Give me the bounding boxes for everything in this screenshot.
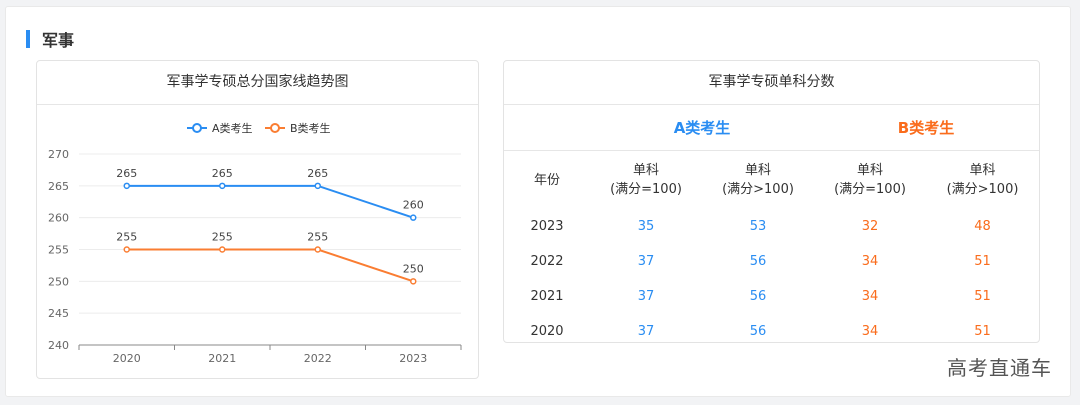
- cell-b-gt100: 51: [974, 289, 991, 304]
- x-tick-label: 2022: [304, 352, 332, 365]
- y-tick-label: 265: [48, 180, 69, 193]
- cell-year: 2023: [530, 219, 564, 234]
- table-card-title: 军事学专硕单科分数: [504, 61, 1039, 105]
- cell-year: 2021: [530, 289, 564, 304]
- cell-b-eq100: 32: [861, 219, 879, 234]
- single-subject-score-card: 军事学专硕单科分数 A类考生 B类考生 年份 单科 (满分=100) 单科 (满分>…: [503, 60, 1040, 343]
- cell-b-gt100: 48: [974, 219, 991, 234]
- legend-item[interactable]: A类考生: [187, 121, 253, 135]
- cell-a-eq100: 37: [637, 289, 655, 304]
- data-point: [410, 214, 417, 221]
- table-row: 2022 37 56 34 51: [504, 244, 1039, 279]
- series-line: [126, 184, 414, 219]
- y-axis: 270 265 260 255 250 245 240: [48, 148, 69, 352]
- data-point: [219, 246, 226, 253]
- series-group: 255 255 255 250: [116, 231, 424, 285]
- chart-legend[interactable]: A类考生 B类考生: [187, 121, 331, 135]
- table-row: 2021 37 56 34 51: [504, 279, 1039, 314]
- cell-b-eq100: 34: [861, 254, 879, 269]
- trend-chart-card: 军事学专硕总分国家线趋势图 A类考生 B类考生 270 265 260 255 250 24…: [36, 60, 479, 379]
- y-tick-label: 255: [48, 244, 69, 257]
- x-tick-label: 2021: [208, 352, 236, 365]
- chart-card-title: 军事学专硕总分国家线趋势图: [37, 61, 478, 105]
- y-tick-label: 245: [48, 307, 69, 320]
- cell-a-gt100: 56: [749, 254, 767, 269]
- data-point: [314, 182, 321, 190]
- data-label: 255: [307, 231, 328, 244]
- cell-b-gt100: 51: [974, 254, 991, 269]
- data-label: 265: [116, 167, 137, 180]
- y-tick-label: 240: [48, 339, 69, 352]
- section-header: 军事: [26, 27, 74, 51]
- header-a-gt100: 单科 (满分>100): [722, 163, 794, 197]
- data-label: 265: [212, 167, 233, 180]
- cell-b-eq100: 34: [861, 289, 879, 304]
- cell-a-eq100: 35: [637, 219, 655, 234]
- data-point: [123, 246, 130, 253]
- cell-b-gt100: 51: [974, 324, 991, 339]
- table-row: 2023 35 53 32 48: [504, 209, 1039, 244]
- x-tick-label: 2023: [399, 352, 427, 365]
- cell-year: 2020: [530, 324, 564, 339]
- y-tick-label: 270: [48, 148, 69, 161]
- header-a-eq100: 单科 (满分=100): [610, 163, 682, 197]
- data-label: 265: [307, 167, 328, 180]
- cell-a-gt100: 56: [749, 289, 767, 304]
- section-accent-bar: [26, 30, 30, 48]
- score-table: 年份 单科 (满分=100) 单科 (满分>100) 单科 (满分=100) 单科 (满…: [504, 151, 1039, 349]
- data-label: 255: [212, 231, 233, 244]
- legend-marker: [192, 123, 202, 133]
- table-row: 2020 37 56 34 51: [504, 314, 1039, 349]
- cell-a-eq100: 37: [637, 254, 655, 269]
- header-b-gt100: 单科 (满分>100): [946, 163, 1019, 197]
- data-point: [410, 278, 417, 285]
- cell-b-eq100: 34: [861, 324, 879, 339]
- main-panel: 军事 军事学专硕总分国家线趋势图 A类考生 B类考生 270 265 260 255 25…: [5, 6, 1071, 397]
- y-tick-label: 250: [48, 275, 69, 288]
- cell-year: 2022: [530, 254, 564, 269]
- legend-marker: [270, 123, 280, 133]
- group-header-row: A类考生 B类考生: [504, 105, 1039, 151]
- cell-a-eq100: 37: [637, 324, 655, 339]
- data-label: 255: [116, 231, 137, 244]
- group-b-label: B类考生: [897, 119, 955, 137]
- section-title: 军事: [42, 31, 75, 50]
- chart-series: 265 265 265 260 255 255 255 250: [116, 167, 424, 285]
- x-tick-label: 2020: [113, 352, 141, 365]
- cell-a-gt100: 53: [749, 219, 767, 234]
- data-point: [219, 182, 226, 190]
- data-point: [314, 246, 321, 253]
- legend-label: A类考生: [212, 121, 253, 135]
- data-label: 260: [403, 199, 424, 212]
- header-b-eq100: 单科 (满分=100): [834, 163, 906, 197]
- series-group: 265 265 265 260: [116, 167, 424, 221]
- group-a-label: A类考生: [673, 119, 731, 137]
- data-label: 250: [403, 262, 424, 275]
- table-header-row: 年份 单科 (满分=100) 单科 (满分>100) 单科 (满分=100) 单科 (满…: [504, 151, 1039, 209]
- legend-label: B类考生: [290, 121, 331, 135]
- cell-a-gt100: 56: [749, 324, 767, 339]
- data-point: [123, 182, 130, 190]
- legend-item[interactable]: B类考生: [265, 121, 331, 135]
- header-year: 年份: [533, 172, 560, 188]
- series-line: [126, 248, 414, 283]
- y-tick-label: 260: [48, 212, 69, 225]
- x-axis: 2020 2021 2022 2023: [78, 344, 462, 365]
- watermark-logo-text: 高考直通车: [947, 356, 1052, 380]
